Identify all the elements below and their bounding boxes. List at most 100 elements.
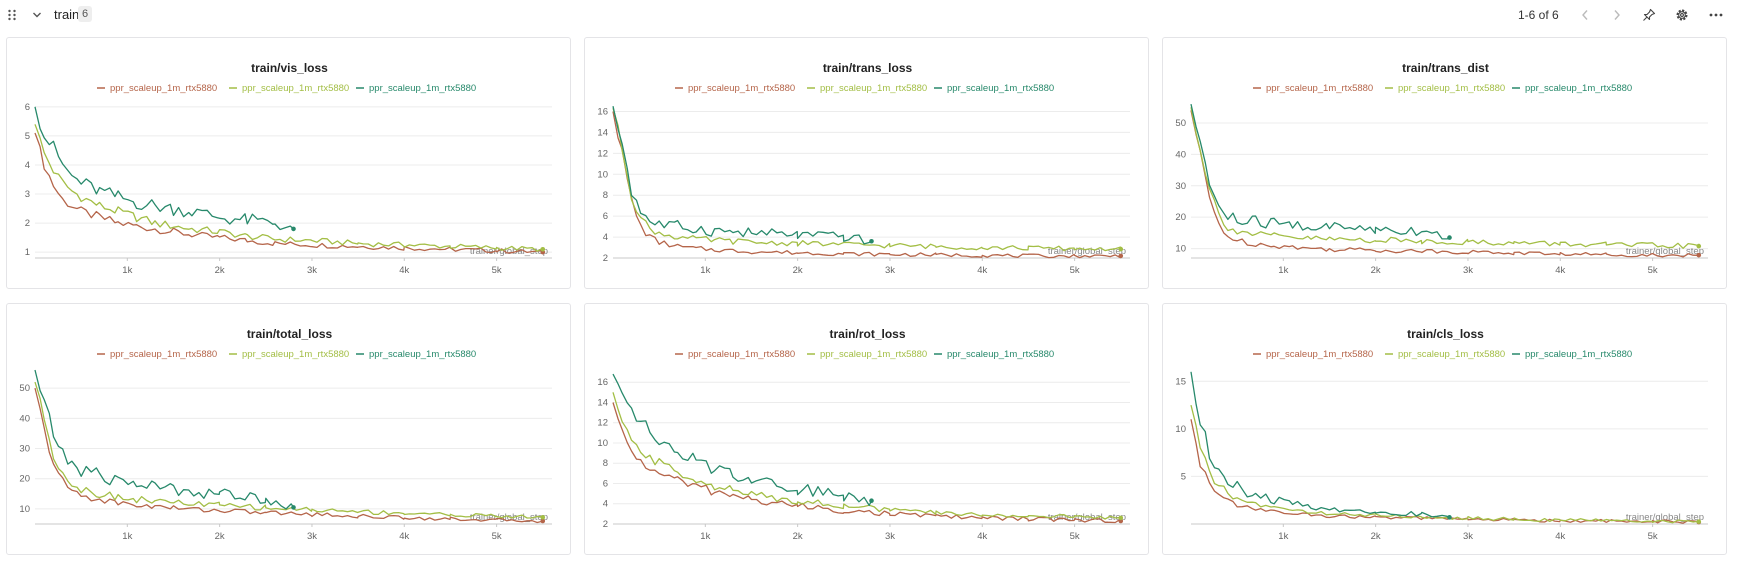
legend-label[interactable]: ppr_scaleup_1m_rtx5880 [688,349,795,360]
chart-title: train/total_loss [247,327,333,341]
x-tick-label: 2k [1371,531,1381,542]
more-icon[interactable] [1708,7,1724,23]
y-tick-label: 10 [597,169,608,180]
x-tick-label: 4k [399,531,409,542]
legend-label[interactable]: ppr_scaleup_1m_rtx5880 [947,349,1054,360]
legend-label[interactable]: ppr_scaleup_1m_rtx5880 [1525,349,1632,360]
legend-label[interactable]: ppr_scaleup_1m_rtx5880 [820,349,927,360]
legend-label[interactable]: ppr_scaleup_1m_rtx5880 [369,83,476,94]
series-line[interactable] [612,106,872,245]
chart-svg: train/trans_dist ppr_scaleup_1m_rtx5880 pp… [1175,61,1708,276]
series-line[interactable] [1190,404,1700,524]
y-tick-label: 4 [25,160,30,171]
x-tick-label: 4k [1555,265,1565,276]
chart-panel[interactable]: train/rot_loss ppr_scaleup_1m_rtx5880 ppr_… [584,303,1149,555]
series-line[interactable] [612,373,873,507]
chart-svg: train/rot_loss ppr_scaleup_1m_rtx5880 ppr_… [597,327,1130,542]
x-tick-label: 1k [700,265,710,276]
chart-svg: train/cls_loss ppr_scaleup_1m_rtx5880 ppr_… [1175,327,1708,542]
series-end-point[interactable] [540,515,546,520]
y-tick-label: 12 [597,148,608,159]
series-end-point[interactable] [1696,243,1702,249]
y-tick-label: 6 [603,478,608,489]
chart-panel[interactable]: train/trans_loss ppr_scaleup_1m_rtx5880 pp… [584,37,1149,289]
chart-panel[interactable]: train/total_loss ppr_scaleup_1m_rtx5880 pp… [6,303,571,555]
chevron-down-icon[interactable] [29,7,45,23]
legend-label[interactable]: ppr_scaleup_1m_rtx5880 [820,83,927,94]
series-end-point[interactable] [869,498,874,504]
y-tick-label: 5 [1181,471,1186,482]
x-tick-label: 2k [215,531,225,542]
series-end-point[interactable] [1118,253,1124,259]
legend-label[interactable]: ppr_scaleup_1m_rtx5880 [947,83,1054,94]
section-title[interactable]: train [54,7,80,22]
pin-icon[interactable] [1641,7,1657,23]
y-tick-label: 10 [597,438,608,449]
drag-handle-icon[interactable] [4,7,20,23]
series-line[interactable] [34,387,544,524]
y-tick-label: 50 [1175,118,1186,129]
series-line[interactable] [1190,419,1700,524]
series-end-point[interactable] [1447,515,1452,520]
series-line[interactable] [34,369,295,510]
x-tick-label: 2k [793,265,803,276]
legend-label[interactable]: ppr_scaleup_1m_rtx5880 [1398,349,1505,360]
y-tick-label: 8 [603,190,608,201]
series-line[interactable] [34,124,544,252]
chart-panel[interactable]: train/vis_loss ppr_scaleup_1m_rtx5880 ppr_… [6,37,571,289]
series-end-point[interactable] [540,518,546,524]
series-line[interactable] [34,381,544,519]
x-tick-label: 1k [122,265,132,276]
chart-panel[interactable]: train/trans_dist ppr_scaleup_1m_rtx5880 pp… [1162,37,1727,289]
gear-icon[interactable] [1674,7,1690,23]
legend-label[interactable]: ppr_scaleup_1m_rtx5880 [1266,349,1373,360]
series-line[interactable] [1190,110,1699,258]
chart-panel[interactable]: train/cls_loss ppr_scaleup_1m_rtx5880 ppr_… [1162,303,1727,555]
legend-label[interactable]: ppr_scaleup_1m_rtx5880 [110,83,217,94]
section-count-badge: 6 [78,6,93,22]
x-tick-label: 1k [1278,265,1288,276]
legend-label[interactable]: ppr_scaleup_1m_rtx5880 [1398,83,1505,94]
series-line[interactable] [612,402,1122,524]
series-end-point[interactable] [540,246,546,252]
x-tick-label: 2k [1371,265,1381,276]
section-header: train 6 1-6 of 6 [0,0,1741,32]
y-tick-label: 6 [25,102,30,113]
series-end-point[interactable] [1447,235,1452,240]
x-tick-label: 1k [1278,531,1288,542]
series-line[interactable] [34,106,294,231]
chevron-right-icon[interactable] [1609,7,1625,23]
series-line[interactable] [612,111,1122,259]
series-line[interactable] [612,392,1121,520]
series-line[interactable] [1190,107,1700,249]
legend-label[interactable]: ppr_scaleup_1m_rtx5880 [688,83,795,94]
series-line[interactable] [34,132,544,254]
series-line[interactable] [1190,103,1450,240]
series-end-point[interactable] [291,226,296,232]
legend-label[interactable]: ppr_scaleup_1m_rtx5880 [1525,83,1632,94]
series-end-point[interactable] [869,238,874,244]
legend-label[interactable]: ppr_scaleup_1m_rtx5880 [242,349,349,360]
x-tick-label: 2k [793,531,803,542]
x-tick-label: 4k [399,265,409,276]
y-tick-label: 16 [597,377,608,388]
legend-label[interactable]: ppr_scaleup_1m_rtx5880 [369,349,476,360]
series-end-point[interactable] [291,505,296,510]
y-tick-label: 5 [25,131,30,142]
series-line[interactable] [1190,371,1450,518]
series-end-point[interactable] [1696,252,1702,258]
chart-svg: train/vis_loss ppr_scaleup_1m_rtx5880 ppr_… [25,61,552,276]
series-end-point[interactable] [1696,519,1702,524]
legend-label[interactable]: ppr_scaleup_1m_rtx5880 [242,83,349,94]
series-end-point[interactable] [1118,515,1124,521]
y-tick-label: 14 [597,397,608,408]
x-axis-label: trainer/global_step [470,246,548,257]
chevron-left-icon[interactable] [1577,7,1593,23]
legend-label[interactable]: ppr_scaleup_1m_rtx5880 [1266,83,1373,94]
legend-label[interactable]: ppr_scaleup_1m_rtx5880 [110,349,217,360]
x-tick-label: 1k [700,531,710,542]
x-tick-label: 3k [885,531,895,542]
series-end-point[interactable] [1118,246,1124,252]
y-tick-label: 10 [1175,244,1186,255]
series-line[interactable] [612,108,1122,252]
